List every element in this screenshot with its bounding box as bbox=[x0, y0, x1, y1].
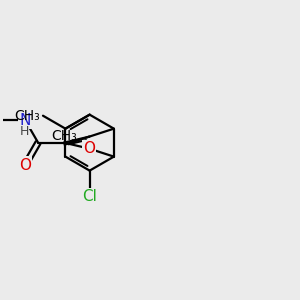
Text: CH₃: CH₃ bbox=[14, 109, 40, 123]
Text: H: H bbox=[20, 125, 29, 138]
Text: N: N bbox=[20, 113, 31, 128]
Text: O: O bbox=[83, 141, 95, 156]
Text: Cl: Cl bbox=[82, 189, 97, 204]
Text: O: O bbox=[19, 158, 31, 172]
Text: CH₃: CH₃ bbox=[52, 129, 77, 143]
